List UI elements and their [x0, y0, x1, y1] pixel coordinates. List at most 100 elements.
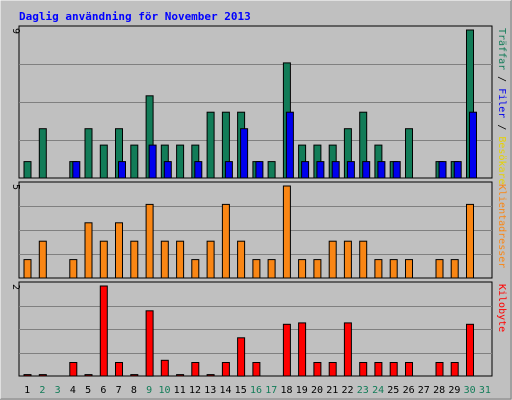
bar-kilobyte-day-15 [237, 337, 246, 377]
bar-klientadresser-day-6 [99, 240, 108, 279]
bar-filer-day-14 [224, 161, 233, 179]
bar-klientadresser-day-2 [38, 240, 47, 279]
bar-filer-day-22 [346, 161, 355, 179]
x-tick-label: 7 [116, 385, 122, 396]
x-tick-label: 5 [85, 385, 91, 396]
bar-träffar-day-11 [176, 144, 185, 179]
bar-filer-day-24 [377, 161, 386, 179]
bar-klientadresser-day-26 [405, 259, 413, 279]
side-label-part: Klientadresser [496, 184, 507, 268]
bar-kilobyte-day-22 [343, 322, 352, 377]
x-tick-label: 2 [39, 385, 45, 396]
bar-kilobyte-day-10 [160, 359, 169, 377]
bar-klientadresser-day-23 [359, 240, 368, 279]
bar-kilobyte-day-26 [405, 362, 413, 377]
bar-klientadresser-day-21 [328, 240, 337, 279]
bar-filer-day-28 [438, 161, 447, 179]
panel-lower: 2 [10, 281, 493, 377]
bar-klientadresser-day-9 [145, 203, 154, 279]
y-axis-max-label: 5 [10, 184, 21, 190]
bar-klientadresser-day-12 [191, 259, 200, 279]
x-tick-label: 25 [387, 385, 399, 396]
chart-title: Daglig användning för November 2013 [19, 10, 251, 23]
bar-klientadresser-day-7 [115, 222, 123, 279]
x-tick-label: 6 [100, 385, 106, 396]
bar-klientadresser-day-14 [221, 203, 230, 279]
bar-kilobyte-day-1 [23, 374, 32, 377]
bar-kilobyte-day-18 [282, 323, 291, 377]
bar-kilobyte-day-6 [99, 285, 108, 377]
side-label-middle: Klientadresser [496, 184, 507, 268]
bar-filer-day-23 [362, 161, 371, 179]
side-label-part: Kilobyte [496, 284, 507, 332]
bar-filer-day-18 [285, 111, 294, 179]
bar-filer-day-9 [148, 144, 157, 179]
bar-filer-day-30 [469, 111, 477, 179]
bar-klientadresser-day-8 [130, 240, 139, 279]
bar-klientadresser-day-20 [313, 259, 322, 279]
x-tick-label: 8 [131, 385, 137, 396]
bar-träffar-day-2 [38, 128, 47, 179]
bar-klientadresser-day-30 [466, 203, 474, 279]
bar-filer-day-21 [331, 161, 340, 179]
side-label-part: / [496, 118, 507, 136]
chart-panels: 9 5 2 [10, 25, 493, 377]
bar-klientadresser-day-18 [282, 185, 291, 279]
bar-träffar-day-13 [206, 111, 215, 179]
side-label-lower: Kilobyte [496, 284, 507, 332]
right-axis-legend-labels: Träffar / Filer / BesökareKlientadresser… [496, 28, 507, 332]
bar-klientadresser-day-10 [160, 240, 169, 279]
bar-kilobyte-day-16 [252, 362, 261, 377]
x-tick-label: 10 [158, 385, 170, 396]
bar-filer-day-16 [255, 161, 264, 179]
bar-klientadresser-day-25 [389, 259, 398, 279]
x-tick-label: 17 [265, 385, 277, 396]
x-tick-label: 9 [146, 385, 152, 396]
y-axis-max-label: 9 [10, 28, 21, 34]
bar-kilobyte-day-8 [130, 374, 139, 377]
x-tick-label: 16 [250, 385, 262, 396]
bar-träffar-day-17 [267, 161, 276, 179]
bar-kilobyte-day-20 [313, 362, 322, 377]
bar-kilobyte-day-19 [298, 322, 307, 377]
bar-kilobyte-day-13 [206, 374, 215, 377]
bar-klientadresser-day-17 [267, 259, 276, 279]
bar-kilobyte-day-30 [466, 323, 474, 377]
x-tick-label: 29 [448, 385, 460, 396]
bar-kilobyte-day-4 [69, 362, 78, 377]
bar-klientadresser-day-11 [176, 240, 185, 279]
bar-klientadresser-day-24 [374, 259, 383, 279]
x-tick-label: 13 [204, 385, 216, 396]
bar-träffar-day-26 [405, 128, 413, 179]
bar-filer-day-25 [392, 161, 401, 179]
bar-kilobyte-day-2 [38, 374, 47, 377]
x-tick-label: 21 [326, 385, 338, 396]
bar-filer-day-12 [194, 161, 203, 179]
bar-filer-day-20 [316, 161, 325, 179]
bar-klientadresser-day-16 [252, 259, 261, 279]
bar-träffar-day-5 [84, 128, 93, 179]
x-axis-day-labels: 1 2 3 4 5 6 7 8 9 10 11 12 13 14 15 16 17 18 19 20 21 22 23 24 2… [24, 385, 491, 396]
bar-klientadresser-day-22 [343, 240, 352, 279]
x-tick-label: 12 [189, 385, 201, 396]
x-tick-label: 14 [219, 385, 231, 396]
side-label-part: Filer [496, 88, 507, 118]
bar-kilobyte-day-14 [221, 362, 230, 377]
bar-kilobyte-day-21 [328, 362, 337, 377]
bar-klientadresser-day-13 [206, 240, 215, 279]
x-tick-label: 26 [403, 385, 415, 396]
x-tick-label: 11 [174, 385, 186, 396]
bar-filer-day-29 [453, 161, 462, 179]
bar-kilobyte-day-28 [435, 362, 444, 377]
panel-middle: 5 [10, 181, 493, 279]
panel-upper: 9 [10, 25, 493, 179]
bar-klientadresser-day-1 [23, 259, 32, 279]
side-label-part: Besökare [496, 136, 507, 184]
bar-kilobyte-day-11 [176, 374, 185, 377]
x-tick-label: 1 [24, 385, 30, 396]
bar-kilobyte-day-29 [450, 362, 459, 377]
x-tick-label: 20 [311, 385, 323, 396]
bar-klientadresser-day-5 [84, 222, 93, 279]
x-tick-label: 15 [235, 385, 247, 396]
